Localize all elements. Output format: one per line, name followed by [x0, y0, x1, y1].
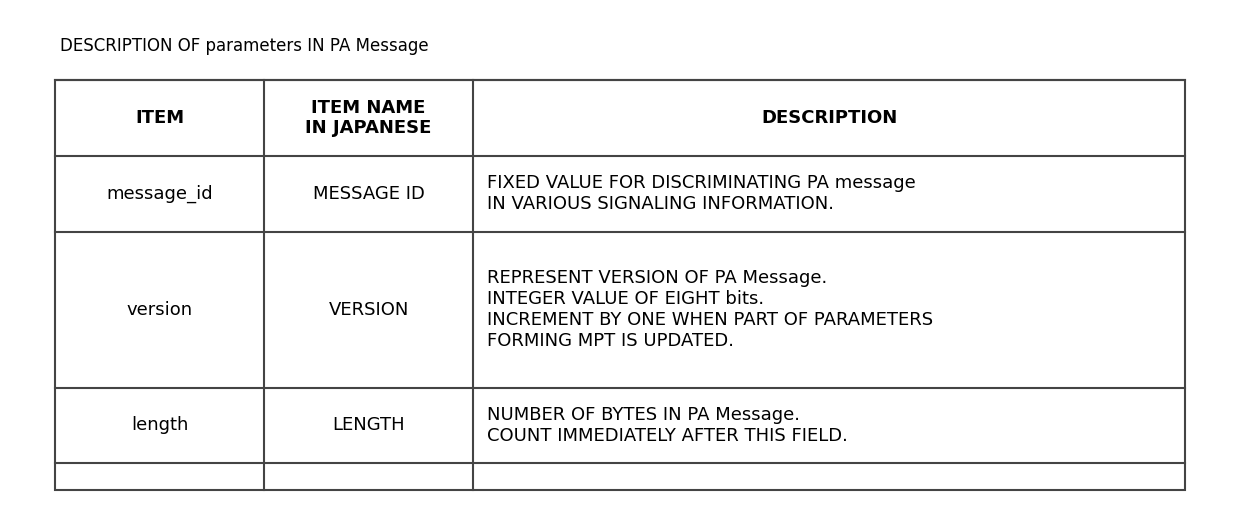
Bar: [55, 80, 1185, 490]
Text: ITEM NAME
IN JAPANESE: ITEM NAME IN JAPANESE: [305, 99, 432, 137]
Text: DESCRIPTION: DESCRIPTION: [761, 109, 898, 127]
Text: version: version: [126, 301, 192, 319]
Text: FIXED VALUE FOR DISCRIMINATING PA message
IN VARIOUS SIGNALING INFORMATION.: FIXED VALUE FOR DISCRIMINATING PA messag…: [487, 174, 916, 213]
Text: LENGTH: LENGTH: [332, 417, 405, 435]
Text: REPRESENT VERSION OF PA Message.
INTEGER VALUE OF EIGHT bits.
INCREMENT BY ONE W: REPRESENT VERSION OF PA Message. INTEGER…: [487, 269, 934, 350]
Text: VERSION: VERSION: [329, 301, 409, 319]
Text: NUMBER OF BYTES IN PA Message.
COUNT IMMEDIATELY AFTER THIS FIELD.: NUMBER OF BYTES IN PA Message. COUNT IMM…: [487, 406, 848, 445]
Text: ITEM: ITEM: [135, 109, 184, 127]
Text: message_id: message_id: [107, 184, 213, 203]
Text: MESSAGE ID: MESSAGE ID: [312, 185, 424, 203]
Text: DESCRIPTION OF parameters IN PA Message: DESCRIPTION OF parameters IN PA Message: [60, 37, 429, 55]
Text: length: length: [131, 417, 188, 435]
